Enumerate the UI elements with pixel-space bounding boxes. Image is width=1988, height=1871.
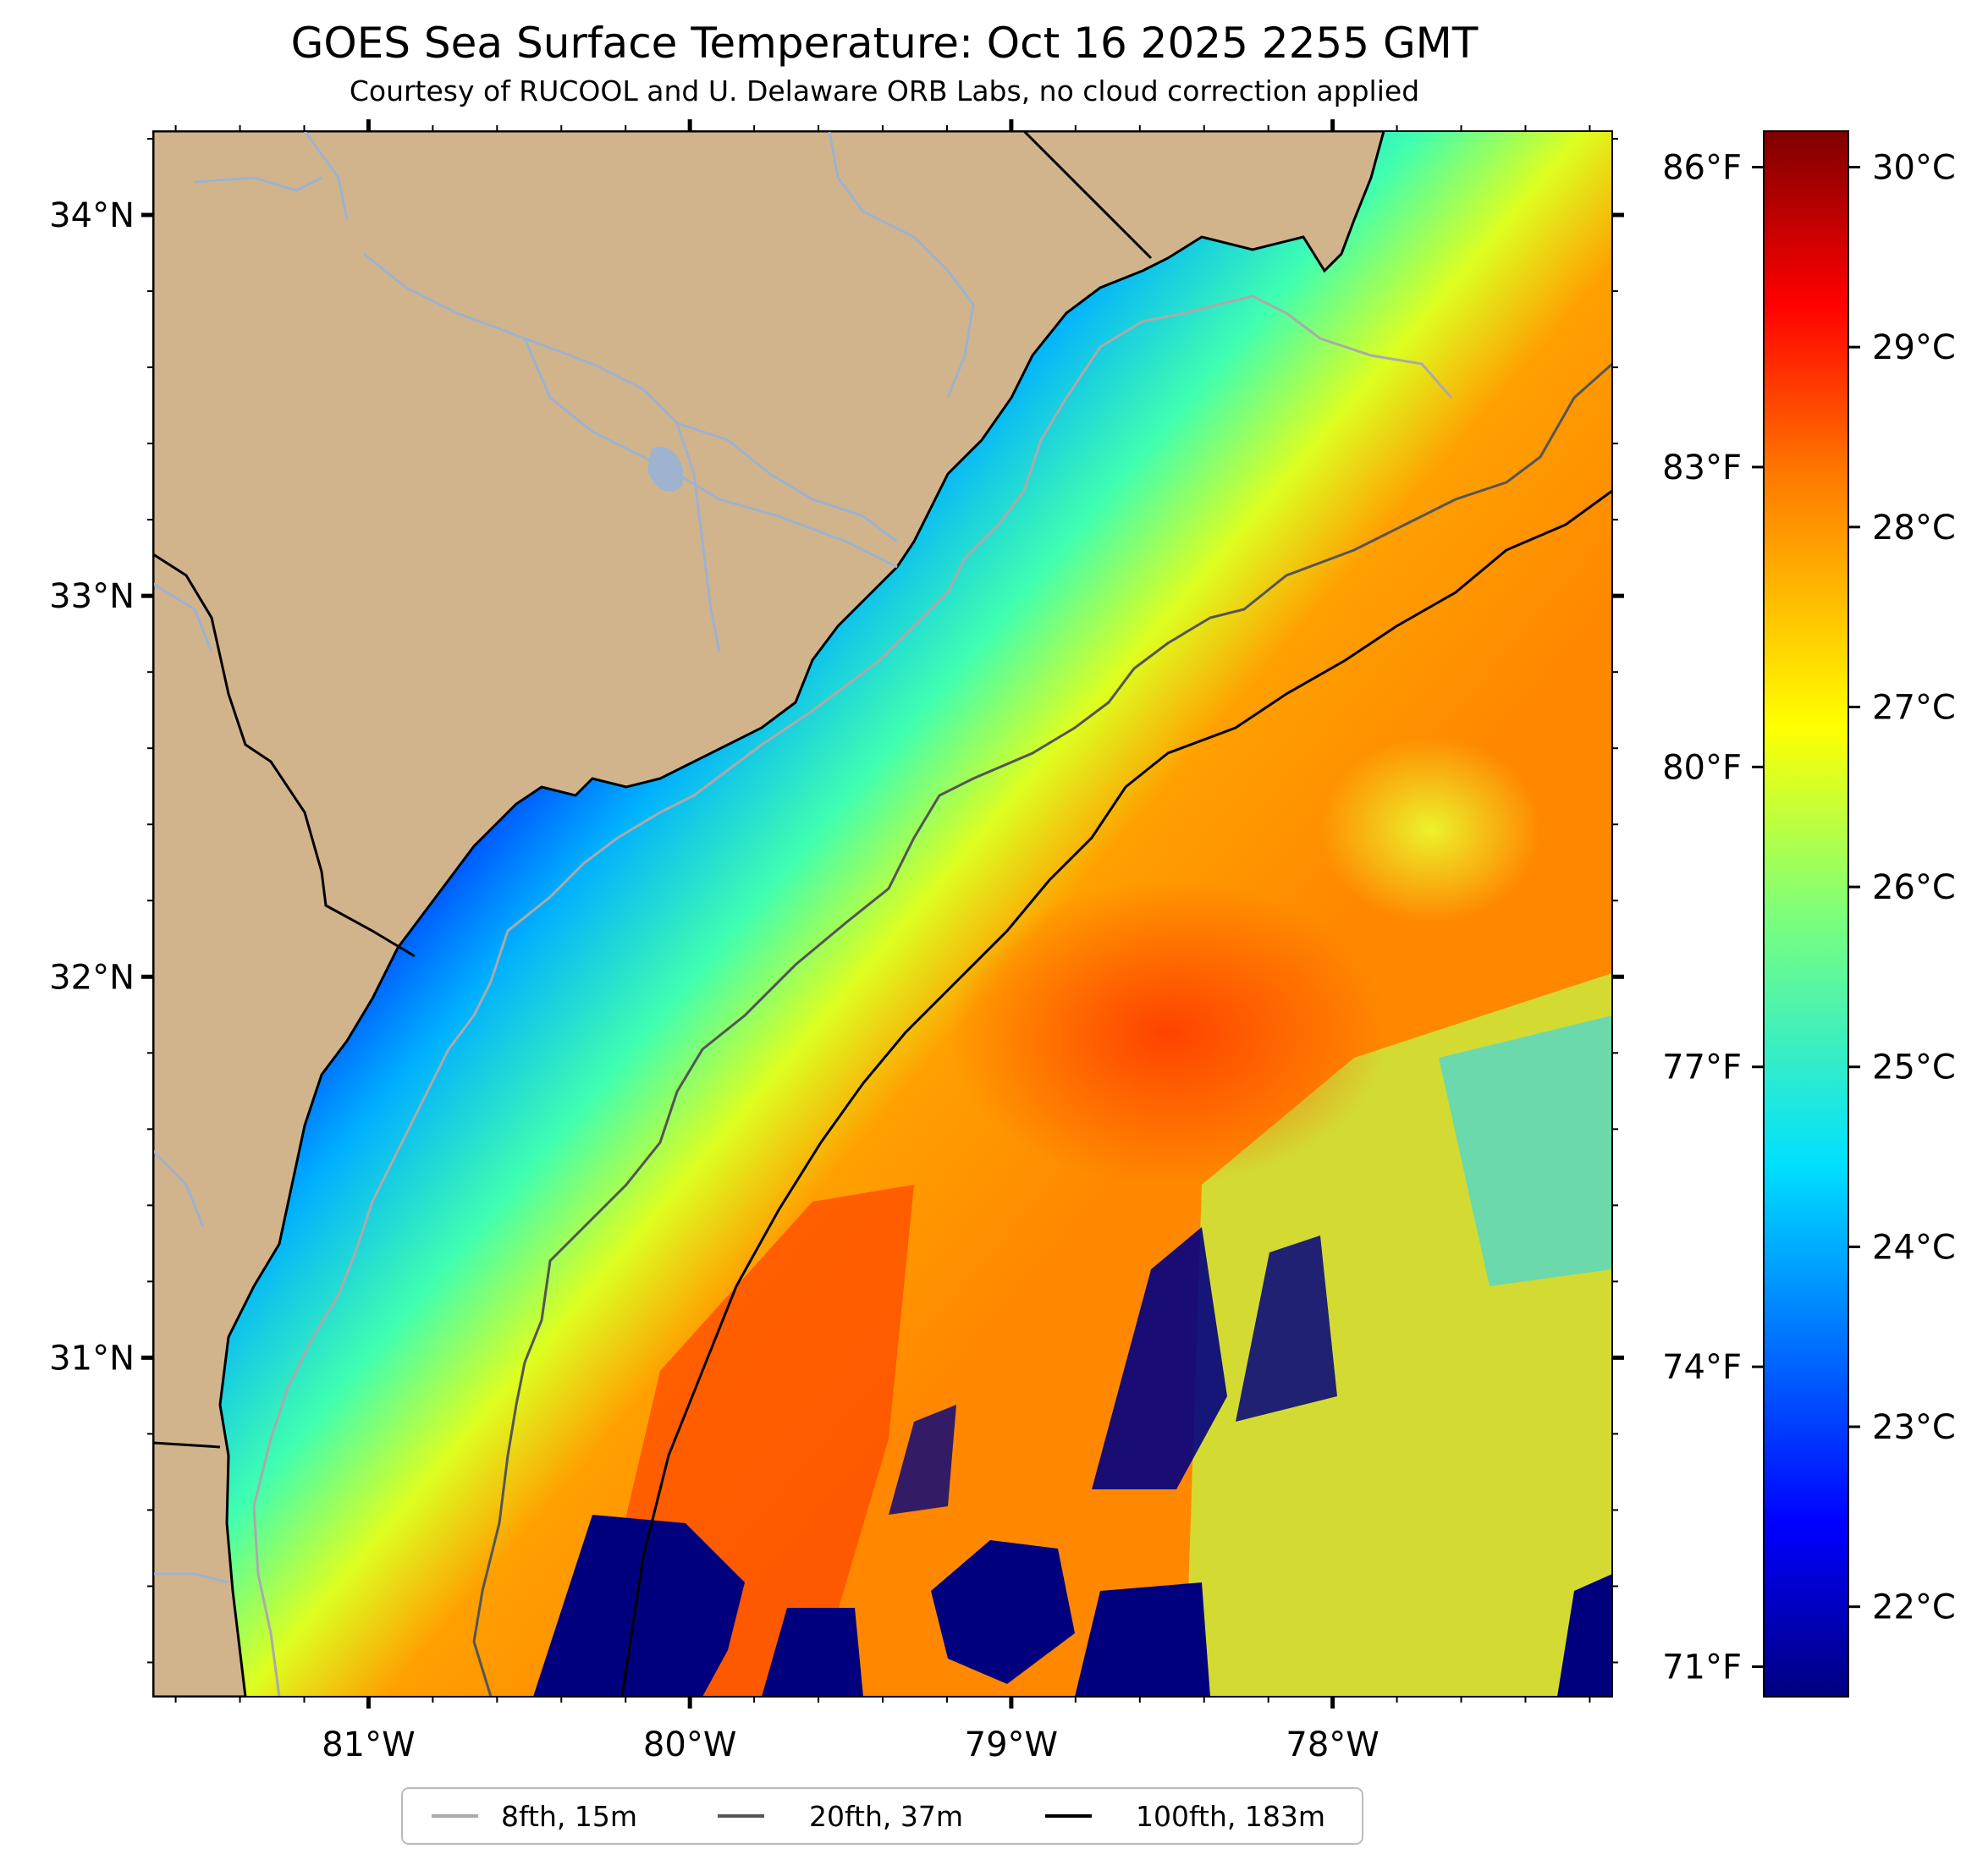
- colorbar-celsius-axis: 30°C 29°C 28°C 27°C 26°C 25°C 24°C 23°C 22°C: [1848, 149, 1956, 1627]
- sst-map[interactable]: [153, 131, 1612, 1697]
- nc-sc-border: [1022, 131, 1153, 260]
- lat-tick-label: 31°N: [49, 1339, 135, 1378]
- lon-tick-label: 78°W: [1286, 1725, 1379, 1764]
- celsius-tick-label: 28°C: [1872, 509, 1956, 548]
- map-subtitle: Courtesy of RUCOOL and U. Delaware ORB L…: [349, 74, 1420, 107]
- lat-tick-label: 33°N: [49, 577, 135, 616]
- celsius-tick-label: 30°C: [1872, 149, 1956, 188]
- fahrenheit-tick-label: 74°F: [1662, 1348, 1742, 1387]
- fahrenheit-tick-label: 71°F: [1662, 1648, 1742, 1687]
- isobath-legend: 8fth, 15m 20fth, 37m 100fth, 183m: [401, 1787, 1363, 1845]
- lake-marion: [647, 446, 684, 493]
- isobath-20fth: [472, 362, 1612, 1697]
- colorbar-fahrenheit-axis: 86°F 83°F 80°F 77°F 74°F 71°F: [1662, 149, 1764, 1687]
- legend-label-8fth: 8fth, 15m: [501, 1800, 637, 1833]
- sc-ga-border: [153, 553, 416, 958]
- latitude-axis: 34°N 33°N 32°N 31°N: [49, 138, 1624, 1664]
- celsius-tick-label: 22°C: [1872, 1588, 1956, 1627]
- cold-patch-3: [1075, 1582, 1210, 1697]
- celsius-tick-label: 25°C: [1872, 1048, 1956, 1087]
- cold-patch-6: [762, 1608, 863, 1697]
- fahrenheit-tick-label: 83°F: [1662, 448, 1742, 487]
- celsius-tick-label: 23°C: [1872, 1408, 1956, 1447]
- legend-label-20fth: 20fth, 37m: [809, 1800, 963, 1833]
- legend-box: [401, 1787, 1363, 1845]
- isobath-8fth: [252, 294, 1453, 1697]
- fahrenheit-tick-label: 86°F: [1662, 149, 1742, 188]
- cold-patch-5: [1236, 1235, 1337, 1422]
- lon-tick-label: 79°W: [965, 1725, 1058, 1764]
- celsius-tick-label: 29°C: [1872, 328, 1956, 367]
- fahrenheit-tick-label: 80°F: [1662, 748, 1742, 787]
- isobath-100fth: [620, 489, 1612, 1697]
- celsius-tick-label: 26°C: [1872, 868, 1956, 907]
- longitude-axis: 81°W 80°W 79°W 78°W: [174, 119, 1591, 1764]
- map-title: GOES Sea Surface Temperature: Oct 16 202…: [290, 19, 1479, 68]
- cold-patch-7: [1557, 1574, 1612, 1697]
- celsius-tick-label: 27°C: [1872, 688, 1956, 727]
- cold-patch-2: [931, 1540, 1075, 1684]
- lon-tick-label: 80°W: [643, 1725, 736, 1764]
- legend-label-100fth: 100fth, 183m: [1136, 1800, 1325, 1833]
- colorbar: [1763, 130, 1849, 1698]
- fahrenheit-tick-label: 77°F: [1662, 1048, 1742, 1087]
- land: [153, 131, 1385, 1697]
- lon-tick-label: 81°W: [322, 1725, 415, 1764]
- cold-patch-8: [889, 1405, 956, 1515]
- celsius-tick-label: 24°C: [1872, 1228, 1956, 1267]
- offshore-cyan-patch: [1439, 1015, 1612, 1286]
- lat-tick-label: 34°N: [49, 196, 135, 235]
- cold-patch-4: [1092, 1227, 1227, 1489]
- warm-eddy: [948, 880, 1388, 1185]
- ga-fl-border: [153, 1441, 221, 1449]
- lat-tick-label: 32°N: [49, 958, 135, 997]
- cold-patch-1: [533, 1515, 745, 1697]
- yellow-swirl: [1320, 736, 1540, 922]
